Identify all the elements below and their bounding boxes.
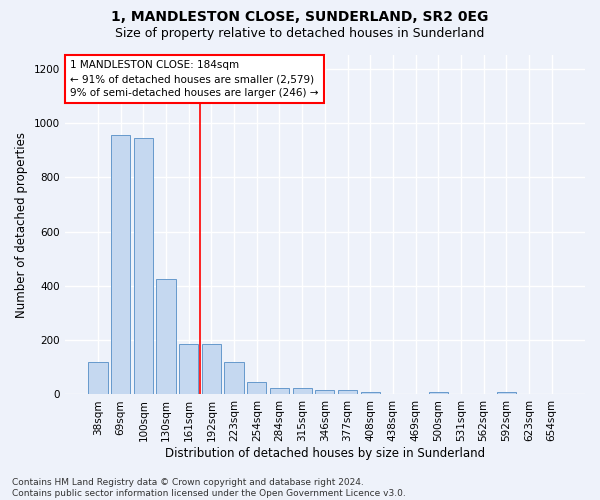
Bar — [338, 390, 357, 394]
Bar — [315, 390, 334, 394]
Bar — [179, 344, 199, 395]
Bar — [497, 392, 516, 394]
Text: Size of property relative to detached houses in Sunderland: Size of property relative to detached ho… — [115, 28, 485, 40]
Y-axis label: Number of detached properties: Number of detached properties — [15, 132, 28, 318]
Text: 1, MANDLESTON CLOSE, SUNDERLAND, SR2 0EG: 1, MANDLESTON CLOSE, SUNDERLAND, SR2 0EG — [112, 10, 488, 24]
Bar — [157, 279, 176, 394]
Text: Contains HM Land Registry data © Crown copyright and database right 2024.
Contai: Contains HM Land Registry data © Crown c… — [12, 478, 406, 498]
Bar — [293, 388, 312, 394]
Bar — [224, 362, 244, 394]
Bar — [111, 135, 130, 394]
Text: 1 MANDLESTON CLOSE: 184sqm
← 91% of detached houses are smaller (2,579)
9% of se: 1 MANDLESTON CLOSE: 184sqm ← 91% of deta… — [70, 60, 319, 98]
X-axis label: Distribution of detached houses by size in Sunderland: Distribution of detached houses by size … — [165, 447, 485, 460]
Bar — [134, 138, 153, 394]
Bar — [428, 392, 448, 394]
Bar — [88, 362, 107, 394]
Bar — [247, 382, 266, 394]
Bar — [270, 388, 289, 394]
Bar — [361, 392, 380, 394]
Bar — [202, 344, 221, 395]
